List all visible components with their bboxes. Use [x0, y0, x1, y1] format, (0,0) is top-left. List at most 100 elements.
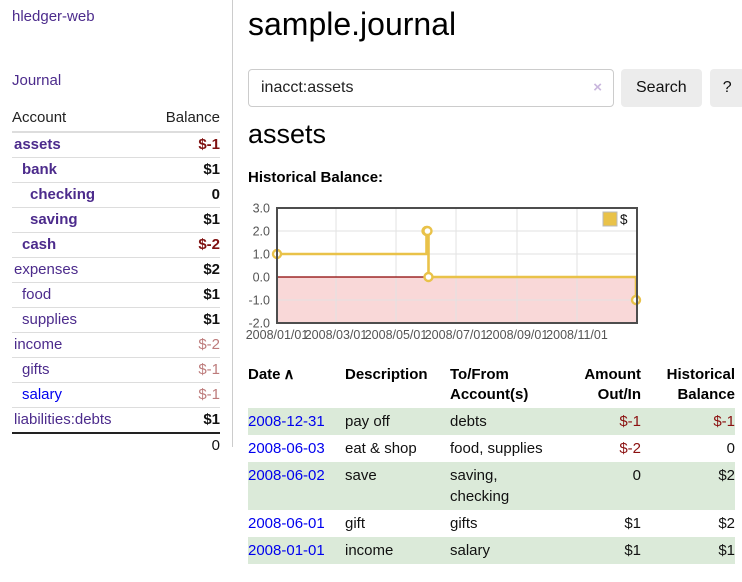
- transaction-amount: $1: [555, 537, 641, 564]
- search-input[interactable]: [248, 69, 614, 107]
- x-tick-label: 2008/03/01: [305, 328, 368, 342]
- account-row: salary $-1: [12, 382, 220, 408]
- register-col-date[interactable]: Date ∧: [248, 366, 295, 383]
- x-tick-label: 2008/01/01: [246, 328, 309, 342]
- register-col-accounts: To/From Account(s): [450, 366, 529, 403]
- register-row: 2008-06-01 gift gifts $1 $2: [248, 510, 735, 537]
- account-balance: $-2: [146, 332, 220, 358]
- account-link[interactable]: checking: [30, 186, 96, 203]
- transaction-description: income: [345, 537, 450, 564]
- x-tick-label: 2008/05/01: [365, 328, 428, 342]
- account-balance: $1: [146, 282, 220, 308]
- y-tick-label: -2.0: [248, 317, 270, 331]
- account-heading: assets: [248, 119, 327, 149]
- transaction-balance: 0: [726, 440, 735, 457]
- legend-swatch: [602, 211, 618, 227]
- transaction-date-link[interactable]: 2008-06-01: [248, 515, 325, 532]
- account-row: assets $-1: [12, 132, 220, 158]
- account-balance: $2: [146, 257, 220, 283]
- transaction-accounts: debts: [450, 408, 555, 435]
- accounts-table: Account Balance assets $-1 bank $1 checking 0…: [12, 105, 220, 458]
- transaction-amount: 0: [555, 462, 641, 510]
- accounts-total-spacer: [12, 432, 147, 458]
- account-balance: $1: [146, 307, 220, 333]
- accounts-col-balance: Balance: [146, 105, 220, 133]
- account-link[interactable]: assets: [14, 136, 61, 153]
- data-point-marker: [423, 271, 434, 283]
- x-tick-label: 2008/07/01: [425, 328, 488, 342]
- transaction-accounts: salary: [450, 537, 555, 564]
- account-row: cash $-2: [12, 232, 220, 258]
- account-row: food $1: [12, 282, 220, 308]
- account-row: expenses $2: [12, 257, 220, 283]
- account-link[interactable]: cash: [22, 236, 57, 253]
- account-link[interactable]: gifts: [22, 361, 50, 378]
- transaction-date-link[interactable]: 2008-06-02: [248, 467, 325, 484]
- clear-search-icon[interactable]: ×: [593, 79, 602, 96]
- y-tick-label: 3.0: [253, 202, 270, 216]
- register-row: 2008-06-03 eat & shop food, supplies $-2 0: [248, 435, 735, 462]
- register-col-balance: Historical Balance: [666, 366, 735, 403]
- transaction-accounts: food, supplies: [450, 440, 543, 457]
- transaction-balance: $2: [718, 515, 735, 532]
- account-link[interactable]: bank: [22, 161, 58, 178]
- transaction-description: pay off: [345, 408, 450, 435]
- y-tick-label: 1.0: [253, 248, 270, 262]
- sidebar-item-journal[interactable]: Journal: [12, 72, 62, 89]
- chart-title: Historical Balance:: [248, 169, 384, 186]
- register-row: 2008-01-01 income salary $1 $1: [248, 537, 735, 564]
- transaction-date-link[interactable]: 2008-12-31: [248, 413, 325, 430]
- x-tick-label: 2008/09/01: [486, 328, 549, 342]
- account-row: checking 0: [12, 182, 220, 208]
- account-link[interactable]: saving: [30, 211, 78, 228]
- search-button[interactable]: Search: [621, 69, 702, 107]
- x-tick-label: 2008/11/01: [546, 328, 608, 342]
- account-row: gifts $-1: [12, 357, 220, 383]
- account-row: liabilities:debts $1: [12, 407, 220, 433]
- transaction-description: eat & shop: [345, 440, 417, 457]
- register-table: Date ∧ Description To/From Account(s) Amo…: [248, 362, 735, 564]
- account-balance: $-1: [198, 136, 220, 153]
- account-balance: $1: [146, 157, 220, 183]
- account-balance: $1: [146, 407, 220, 433]
- account-balance: $-1: [146, 357, 220, 383]
- register-body: 2008-12-31 pay off debts $-1 $-1 2008-06-03 ea…: [248, 408, 735, 564]
- account-balance: $1: [146, 207, 220, 233]
- main-content: sample.journal × Search ? assets Histori…: [246, 0, 742, 582]
- account-link[interactable]: supplies: [22, 311, 78, 328]
- transaction-amount: $-2: [619, 440, 641, 457]
- register-header-row: Date ∧ Description To/From Account(s) Amo…: [248, 362, 735, 408]
- y-tick-label: 0.0: [253, 271, 270, 285]
- accounts-body: assets $-1 bank $1 checking 0 saving $1 cash $-2 e…: [12, 132, 220, 458]
- app-title-link[interactable]: hledger-web: [12, 8, 95, 25]
- account-row: supplies $1: [12, 307, 220, 333]
- page-title: sample.journal: [248, 6, 457, 42]
- transaction-balance: $1: [641, 537, 735, 564]
- transaction-amount: $1: [624, 515, 641, 532]
- account-row: bank $1: [12, 157, 220, 183]
- transaction-date-link[interactable]: 2008-06-03: [248, 440, 325, 457]
- register-row: 2008-12-31 pay off debts $-1 $-1: [248, 408, 735, 435]
- sidebar: hledger-web Journal Account Balance asse…: [0, 0, 233, 458]
- transaction-amount: $-1: [555, 408, 641, 435]
- transaction-description: gift: [345, 515, 366, 532]
- transaction-accounts: gifts: [450, 515, 478, 532]
- accounts-total-value: 0: [146, 432, 220, 458]
- sort-asc-icon: ∧: [283, 366, 295, 383]
- account-link[interactable]: food: [22, 286, 52, 303]
- account-balance: 0: [146, 182, 220, 208]
- account-link[interactable]: income: [14, 336, 63, 353]
- account-link[interactable]: expenses: [14, 261, 79, 278]
- transaction-accounts: saving, checking: [450, 462, 555, 510]
- account-link[interactable]: salary: [22, 386, 63, 403]
- help-button[interactable]: ?: [709, 69, 742, 107]
- register-col-description: Description: [345, 366, 428, 383]
- transaction-description: save: [345, 462, 450, 510]
- y-tick-label: 2.0: [253, 225, 270, 239]
- legend-label: $: [620, 212, 628, 227]
- accounts-col-account: Account: [12, 105, 147, 133]
- register-row: 2008-06-02 save saving, checking 0 $2: [248, 462, 735, 510]
- chart-border: [276, 207, 638, 324]
- account-link[interactable]: liabilities:debts: [14, 411, 112, 428]
- transaction-date-link[interactable]: 2008-01-01: [248, 542, 325, 559]
